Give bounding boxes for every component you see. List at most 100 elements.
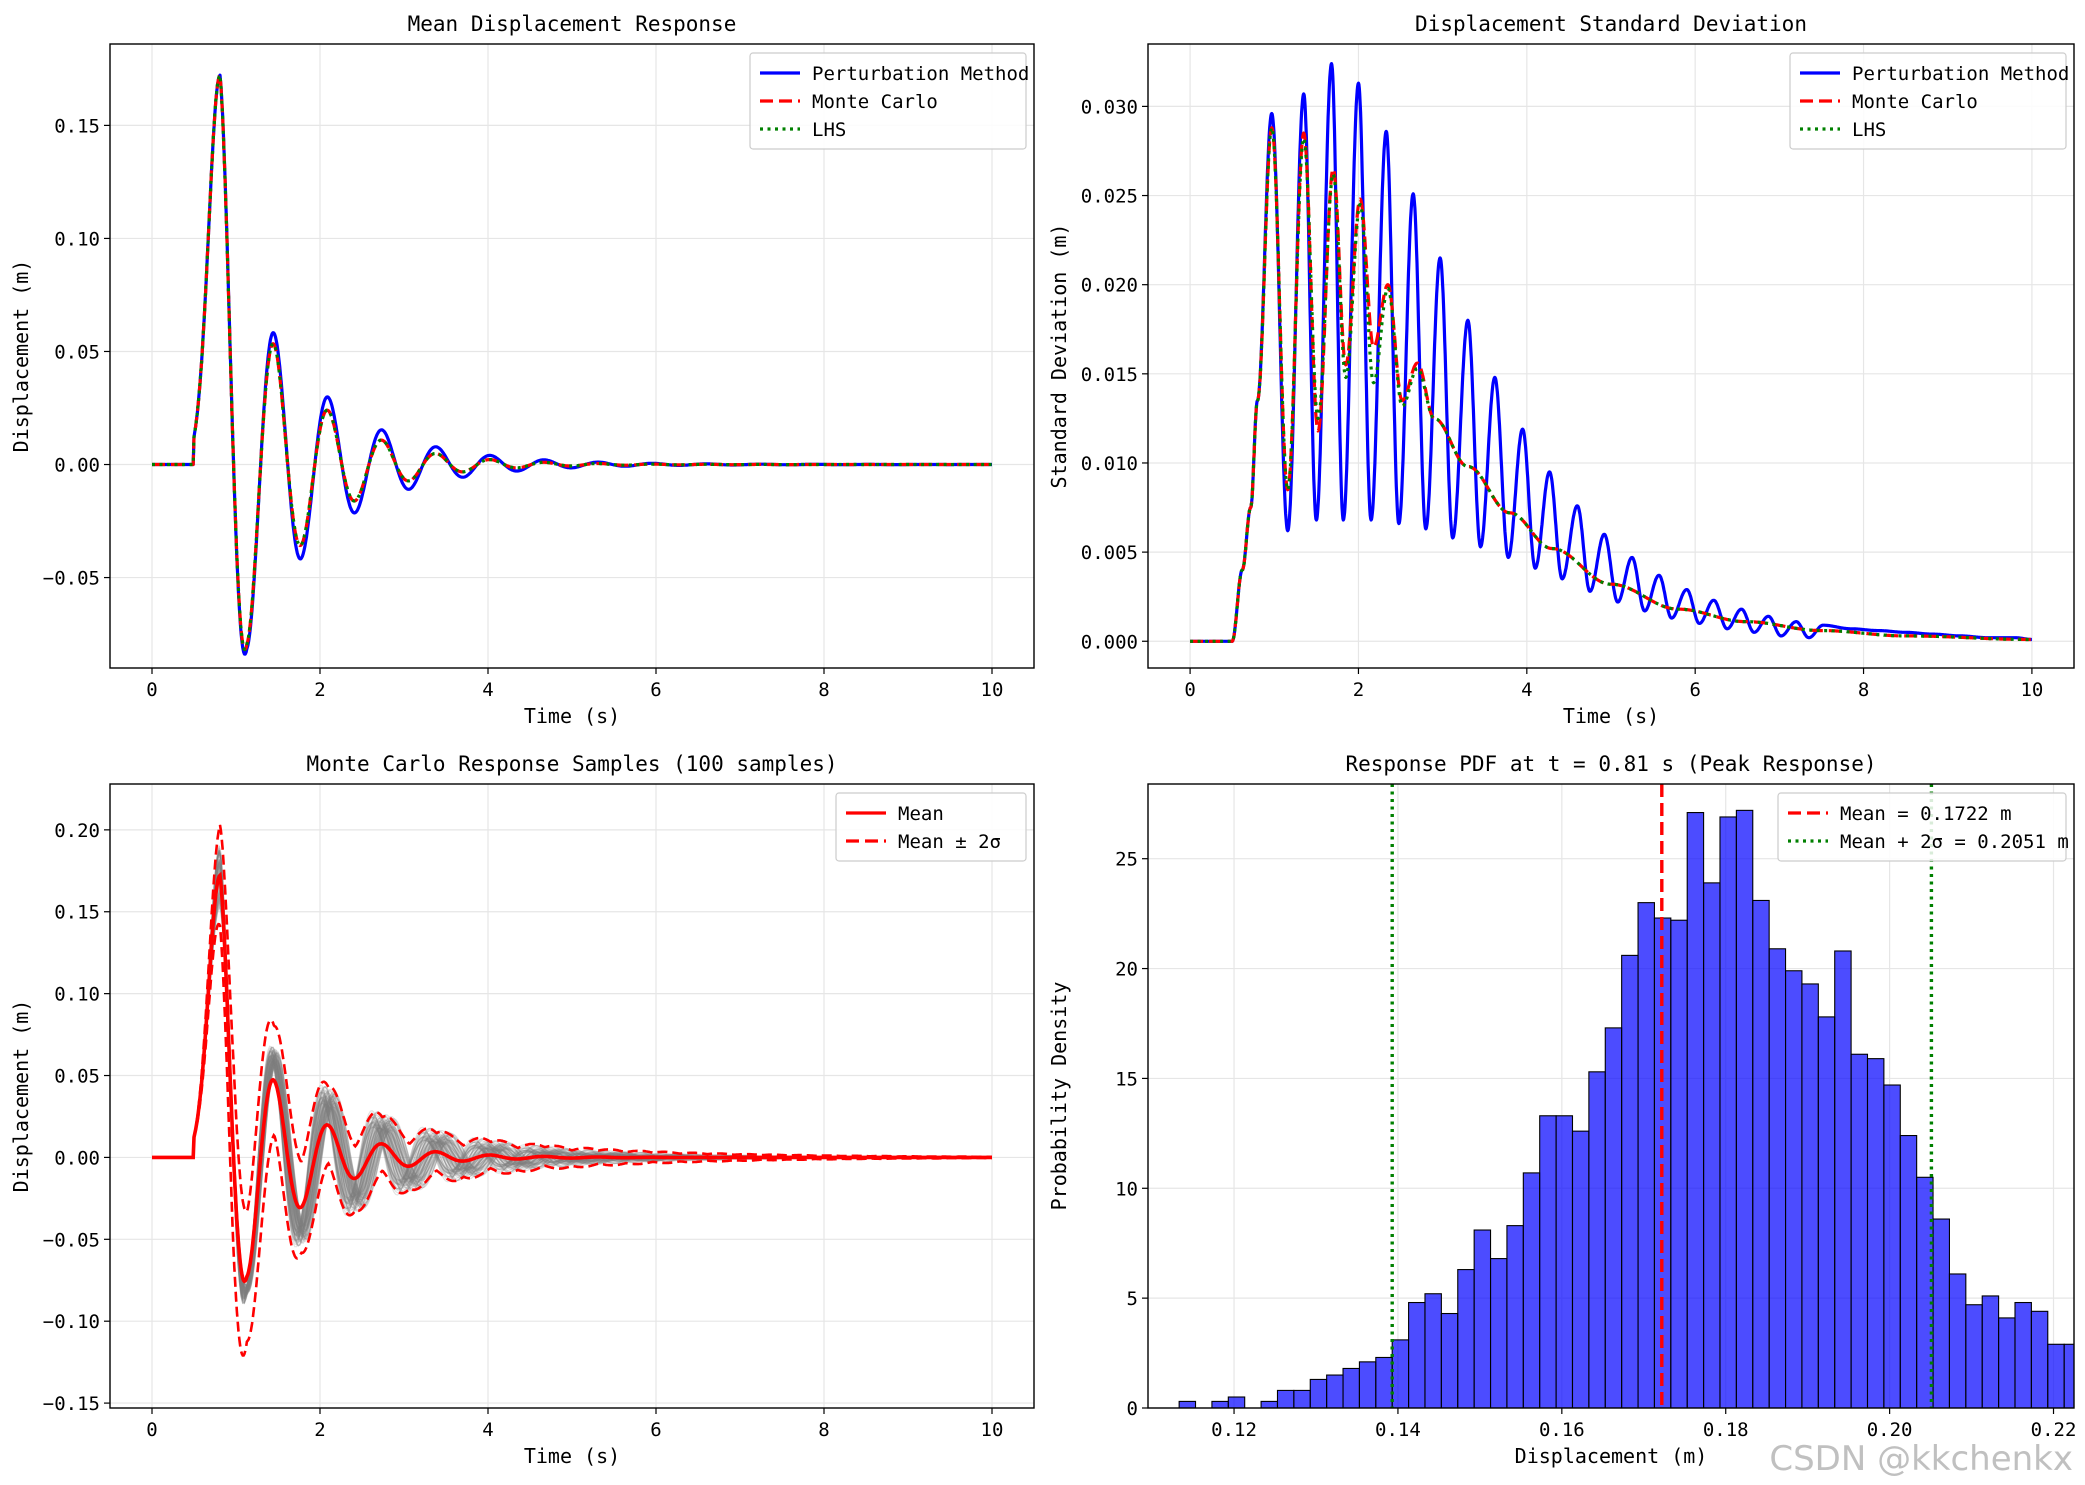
- histogram-bar: [1866, 1058, 1885, 1408]
- histogram-bar: [1539, 1115, 1557, 1408]
- histogram-bar: [1276, 1389, 1295, 1408]
- histogram-bar: [1834, 950, 1852, 1408]
- legend-label: LHS: [812, 119, 846, 141]
- histogram-bar: [1342, 1367, 1360, 1408]
- chart-title: Displacement Standard Deviation: [1415, 12, 1807, 36]
- histogram-bar: [1817, 1016, 1836, 1408]
- histogram-bar: [1735, 809, 1754, 1408]
- histogram-bar: [2047, 1343, 2065, 1408]
- x-tick-label: 0.12: [1211, 1419, 1257, 1441]
- histogram-bar: [1604, 1027, 1623, 1408]
- histogram-bar: [1899, 1134, 1918, 1408]
- histogram-bar: [1965, 1304, 1983, 1408]
- histogram-bar: [1309, 1378, 1328, 1408]
- histogram-bar: [1883, 1084, 1901, 1408]
- x-tick-label: 0.18: [1703, 1419, 1749, 1441]
- histogram-bar: [1752, 899, 1770, 1408]
- axes-frame: [1147, 783, 2075, 1409]
- sample-line: [152, 862, 992, 1298]
- y-tick-label: 0.010: [1081, 453, 1138, 475]
- axes-4: 0.12 0.14 0.16 0.18 0.20 0.22 0 5 10 15 20 25 Respon…: [1047, 752, 2085, 1468]
- histogram-bar: [1522, 1172, 1541, 1408]
- x-tick-label: 4: [482, 679, 493, 701]
- histogram-bar: [1768, 948, 1787, 1408]
- histogram-bar: [1850, 1053, 1869, 1408]
- axes-frame: [109, 783, 1035, 1409]
- x-tick-label: 10: [2020, 679, 2043, 701]
- y-tick-label: 0.10: [54, 228, 100, 250]
- y-axis-label: Probability Density: [1047, 982, 1071, 1211]
- y-tick-label: 0.025: [1081, 186, 1138, 208]
- y-tick-label: 0.005: [1081, 542, 1138, 564]
- legend-box: [835, 792, 1027, 862]
- y-axis-label: Displacement (m): [9, 260, 33, 453]
- y-tick-label: 25: [1115, 849, 1138, 871]
- histogram-bar: [1932, 1218, 1950, 1408]
- y-tick-label: 15: [1115, 1068, 1138, 1090]
- y-tick-label: 20: [1115, 959, 1138, 981]
- legend-label: Mean + 2σ = 0.2051 m: [1840, 831, 2069, 853]
- x-tick-label: 6: [650, 1419, 661, 1441]
- y-tick-label: 5: [1127, 1288, 1138, 1310]
- histogram-bar: [1506, 1225, 1524, 1408]
- histogram-bar: [1408, 1301, 1426, 1408]
- y-tick-label: −0.15: [43, 1393, 100, 1415]
- legend-label: Perturbation Method: [1852, 63, 2069, 85]
- y-tick-label: 0.00: [54, 455, 100, 477]
- lower-band-line: [152, 922, 992, 1357]
- histogram-bar: [1670, 919, 1688, 1408]
- histogram-bar: [1571, 1130, 1590, 1408]
- y-tick-label: 0.15: [54, 902, 100, 924]
- x-tick-label: 2: [1353, 679, 1364, 701]
- axes-frame: [109, 43, 1035, 669]
- y-tick-label: 0: [1127, 1398, 1138, 1420]
- series-line-3: [1188, 126, 2034, 643]
- x-tick-label: 8: [1858, 679, 1869, 701]
- histogram-bar: [1555, 1115, 1574, 1408]
- plot-area: [1188, 62, 2034, 643]
- x-tick-label: 2: [314, 679, 325, 701]
- plot-area: [1178, 784, 2085, 1408]
- series-line-2: [151, 73, 993, 652]
- x-tick-label: 0: [146, 1419, 157, 1441]
- chart-title: Mean Displacement Response: [408, 12, 737, 36]
- histogram-bar: [2081, 1357, 2085, 1408]
- x-tick-label: 0.16: [1539, 1419, 1585, 1441]
- x-tick-label: 0.20: [1867, 1419, 1913, 1441]
- y-tick-label: 0.10: [54, 984, 100, 1006]
- histogram-bar: [1424, 1293, 1442, 1408]
- histogram-bar: [1948, 1273, 1967, 1408]
- histogram-bar: [2014, 1301, 2032, 1408]
- x-tick-label: 0: [1184, 679, 1195, 701]
- axes-2: 0 2 4 6 8 10 0.000 0.005 0.010 0.015 0.020 0.025 0.0…: [1047, 12, 2075, 728]
- histogram-bar: [2063, 1343, 2074, 1408]
- histogram-bar: [2030, 1310, 2049, 1408]
- axes-3: 0 2 4 6 8 10 −0.15 −0.10 −0.05 0.00 0.05 0.10 0.15 0.…: [9, 752, 1035, 1468]
- x-tick-label: 8: [818, 679, 829, 701]
- y-tick-label: 0.020: [1081, 275, 1138, 297]
- histogram-bar: [1489, 1258, 1508, 1408]
- legend-box: [1789, 52, 2067, 150]
- legend-label: Monte Carlo: [1852, 91, 1978, 113]
- legend-box: [1777, 792, 2067, 862]
- histogram-bar: [1981, 1295, 2000, 1408]
- histogram-bar: [1326, 1374, 1344, 1408]
- x-tick-label: 10: [981, 679, 1004, 701]
- mean-line: [152, 871, 992, 1284]
- y-tick-label: −0.10: [43, 1311, 100, 1333]
- y-tick-label: 0.015: [1081, 364, 1138, 386]
- y-tick-label: 0.000: [1081, 631, 1138, 653]
- histogram-bar: [1801, 983, 1819, 1408]
- x-axis-label: Displacement (m): [1515, 1444, 1708, 1468]
- histogram-bar: [1998, 1317, 2016, 1408]
- x-axis-label: Time (s): [524, 704, 620, 728]
- axes-frame: [1147, 43, 2075, 669]
- y-axis-label: Displacement (m): [9, 1000, 33, 1193]
- x-tick-label: 10: [981, 1419, 1004, 1441]
- histogram-bar: [1391, 1339, 1410, 1408]
- x-tick-label: 8: [818, 1419, 829, 1441]
- series-line-3: [151, 73, 993, 652]
- legend-box: [749, 52, 1027, 150]
- x-tick-label: 0.22: [2031, 1419, 2077, 1441]
